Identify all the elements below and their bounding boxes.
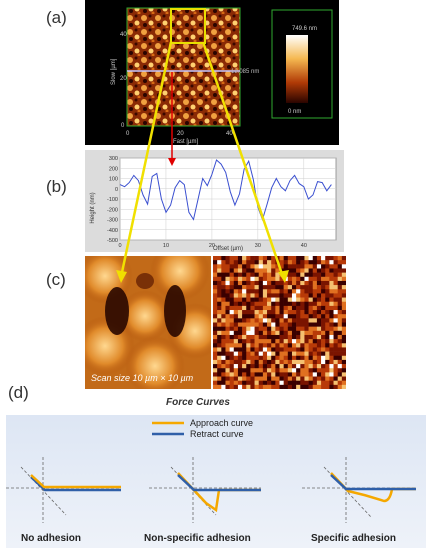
force-curves-drawing: Approach curve Retract curve No adhesion… (6, 418, 416, 544)
case-label-non-specific: Non-specific adhesion (144, 533, 251, 544)
arrows-overlay (116, 41, 289, 283)
panel-label-d: (d) (8, 383, 29, 402)
y-tick: 20 (120, 76, 127, 82)
panel-label-a: (a) (46, 8, 67, 27)
x-axis-label: Offset (µm) (213, 246, 243, 252)
arrow-head-icon (116, 270, 127, 283)
zoom-region-box (170, 8, 206, 44)
x-tick: 20 (177, 131, 184, 137)
y-tick: 40 (120, 32, 127, 38)
force-curve-specific: Specific adhesion (302, 457, 416, 544)
case-label-specific: Specific adhesion (311, 533, 396, 544)
y-tick-label: 300 (109, 156, 118, 162)
profile-series-line (119, 159, 332, 222)
x-tick-label: 10 (163, 243, 169, 249)
x-tick: 0 (126, 131, 130, 137)
profile-svg: 300 200 100 0 -100 -200 -300 -400 -500 0 10 20 30 40… (90, 156, 337, 252)
zoomed-topography-image: Scan size 10 µm × 10 µm (75, 241, 223, 396)
legend-label-approach: Approach curve (190, 418, 253, 428)
y-tick-label: -500 (107, 238, 118, 244)
x-axis-label: Fast [µm] (173, 139, 198, 145)
force-curve-non-specific: Non-specific adhesion (144, 457, 261, 544)
x-tick-label: 0 (118, 243, 121, 249)
yellow-arrow-right (201, 41, 285, 278)
color-scale-min: 0 nm (288, 109, 301, 115)
height-map-image (127, 8, 240, 126)
y-tick-label: 0 (115, 187, 118, 193)
y-tick-label: -400 (107, 228, 118, 234)
color-scale-frame (271, 9, 333, 119)
y-tick-label: 200 (109, 166, 118, 172)
y-tick-label: -300 (107, 218, 118, 224)
height-profile-chart: 300 200 100 0 -100 -200 -300 -400 -500 0 10 20 30 40… (85, 150, 344, 252)
x-tick: 40 (226, 131, 233, 137)
legend-label-retract: Retract curve (190, 429, 244, 439)
y-tick-label: 100 (109, 177, 118, 183)
afm-map-svg: 12.085 nm 40 20 0 Slow [µm] 0 20 40 Fast… (111, 7, 333, 145)
adhesion-svg (213, 256, 347, 390)
y-tick-label: -200 (107, 207, 118, 213)
y-axis-label: Slow [µm] (111, 58, 117, 85)
panel-label-b: (b) (46, 177, 67, 196)
force-curve-no-adhesion: No adhesion (6, 457, 121, 544)
force-curves-panel (6, 415, 426, 548)
afm-topography-map: 12.085 nm 40 20 0 Slow [µm] 0 20 40 Fast… (85, 0, 339, 145)
x-tick-label: 30 (255, 243, 261, 249)
zoom-svg: Scan size 10 µm × 10 µm (75, 241, 223, 396)
color-scale-bar (286, 35, 308, 103)
x-tick-label: 40 (301, 243, 307, 249)
x-tick-label: 20 (209, 243, 215, 249)
y-axis-label: Height (nm) (90, 192, 96, 223)
panel-label-c: (c) (46, 270, 66, 289)
scan-line-label: 12.085 nm (231, 69, 259, 75)
force-curves-title: Force Curves (166, 397, 230, 408)
color-scale-max: 749.6 nm (292, 26, 317, 32)
arrow-head-icon (278, 270, 289, 283)
case-label-no-adhesion: No adhesion (21, 533, 81, 544)
adhesion-pixel-map (213, 256, 347, 390)
yellow-arrow-left (119, 41, 173, 278)
y-tick-label: -100 (107, 197, 118, 203)
arrow-head-icon (168, 158, 176, 166)
scan-size-caption: Scan size 10 µm × 10 µm (91, 373, 194, 383)
y-tick: 0 (121, 123, 125, 129)
